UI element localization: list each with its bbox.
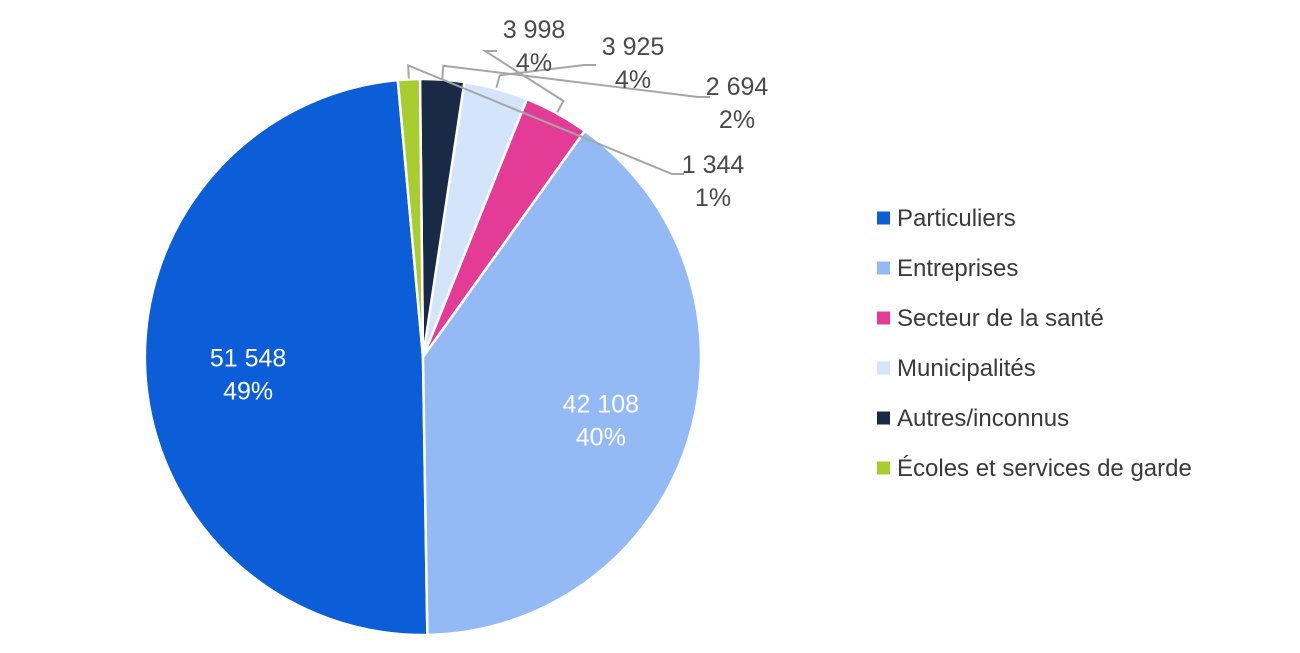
legend-item-secteur-de-la-sante: Secteur de la santé bbox=[877, 305, 1104, 332]
data-label-percent: 2% bbox=[719, 106, 755, 134]
slice-ecoles-et-services-de-garde bbox=[396, 77, 425, 359]
legend-swatch bbox=[877, 411, 890, 425]
legend-label: Municipalités bbox=[897, 355, 1036, 382]
data-label-autres-inconnus: 2 694 2% bbox=[706, 73, 769, 134]
data-label-ecoles-et-services-de-garde: 1 344 1% bbox=[682, 151, 745, 212]
legend: Particuliers Entreprises Secteur de la san… bbox=[877, 205, 1192, 482]
data-label-value: 51 548 bbox=[210, 344, 286, 372]
data-label-percent: 49% bbox=[223, 377, 273, 405]
data-label-value: 1 344 bbox=[682, 151, 745, 179]
pie-slices bbox=[143, 77, 703, 637]
leader-line-autres-inconnus bbox=[441, 64, 710, 98]
legend-item-ecoles-et-services-de-garde: Écoles et services de garde bbox=[877, 455, 1192, 482]
slice-entreprises bbox=[421, 129, 703, 637]
data-label-value: 3 998 bbox=[503, 16, 566, 44]
legend-swatch bbox=[877, 361, 890, 375]
data-label-percent: 1% bbox=[695, 184, 731, 212]
data-label-percent: 4% bbox=[516, 49, 552, 77]
legend-item-autres-inconnus: Autres/inconnus bbox=[877, 405, 1069, 432]
legend-label: Particuliers bbox=[897, 205, 1016, 232]
legend-item-entreprises: Entreprises bbox=[877, 255, 1018, 282]
legend-swatch bbox=[877, 211, 890, 225]
leader-lines bbox=[407, 50, 710, 175]
legend-swatch bbox=[877, 461, 890, 475]
data-label-value: 42 108 bbox=[563, 390, 639, 418]
data-label-percent: 4% bbox=[615, 66, 651, 94]
leader-line-municipalites bbox=[495, 64, 596, 89]
data-label-percent: 40% bbox=[576, 423, 626, 451]
data-label-particuliers: 51 548 49% bbox=[210, 344, 286, 405]
legend-item-municipalites: Municipalités bbox=[877, 355, 1036, 382]
data-label-value: 2 694 bbox=[706, 73, 769, 101]
data-label-value: 3 925 bbox=[602, 33, 665, 61]
data-label-secteur-de-la-sante: 3 998 4% bbox=[503, 16, 566, 77]
legend-swatch bbox=[877, 311, 890, 325]
legend-label: Secteur de la santé bbox=[897, 305, 1104, 332]
legend-label: Autres/inconnus bbox=[897, 405, 1069, 432]
legend-label: Écoles et services de garde bbox=[897, 455, 1192, 482]
data-label-entreprises: 42 108 40% bbox=[563, 390, 639, 451]
data-label-municipalites: 3 925 4% bbox=[602, 33, 665, 94]
data-labels: 51 548 49% 42 108 40% 3 998 4% 3 925 4% 2 694 2% 1… bbox=[210, 16, 769, 451]
legend-item-particuliers: Particuliers bbox=[877, 205, 1016, 232]
leader-line-ecoles-et-services-de-garde bbox=[407, 63, 684, 175]
legend-label: Entreprises bbox=[897, 255, 1018, 282]
slice-particuliers bbox=[143, 78, 429, 637]
legend-swatch bbox=[877, 261, 890, 275]
